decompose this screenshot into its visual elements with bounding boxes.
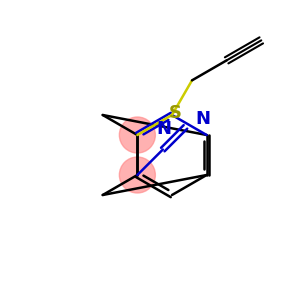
- Circle shape: [119, 157, 155, 193]
- Text: N: N: [195, 110, 210, 128]
- Text: S: S: [169, 104, 182, 122]
- Circle shape: [119, 117, 155, 153]
- Text: N: N: [157, 120, 172, 138]
